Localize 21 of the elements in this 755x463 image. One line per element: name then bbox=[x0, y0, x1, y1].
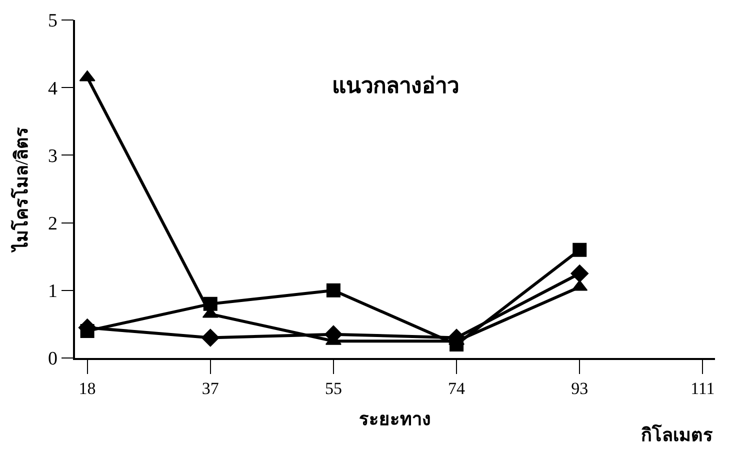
x-tick-label: 37 bbox=[202, 379, 220, 398]
point bbox=[572, 242, 587, 257]
y-tick-label: 2 bbox=[48, 213, 58, 234]
text: แนวกลางอ่าว bbox=[332, 73, 459, 98]
x-tick-label: 111 bbox=[690, 379, 715, 398]
x-tick-label: 74 bbox=[448, 379, 466, 398]
x-tick-label: 55 bbox=[324, 379, 342, 398]
y-tick-label: 1 bbox=[48, 281, 58, 302]
point bbox=[570, 264, 589, 282]
point bbox=[326, 283, 340, 298]
x-tick-label: 18 bbox=[78, 379, 96, 398]
y-tick-label: 5 bbox=[48, 10, 58, 32]
y-tick-label: 3 bbox=[48, 146, 58, 167]
x-axis-title: ระยะทาง bbox=[359, 408, 431, 429]
y-tick-label: 0 bbox=[48, 348, 58, 370]
x-tick-label: 93 bbox=[571, 379, 588, 398]
text: กิโลเมตร bbox=[641, 424, 713, 445]
y-axis-title: ไมโครโมล/ลิตร bbox=[10, 126, 32, 254]
point bbox=[80, 324, 94, 338]
y-tick-label: 4 bbox=[48, 78, 58, 100]
point bbox=[201, 328, 220, 347]
